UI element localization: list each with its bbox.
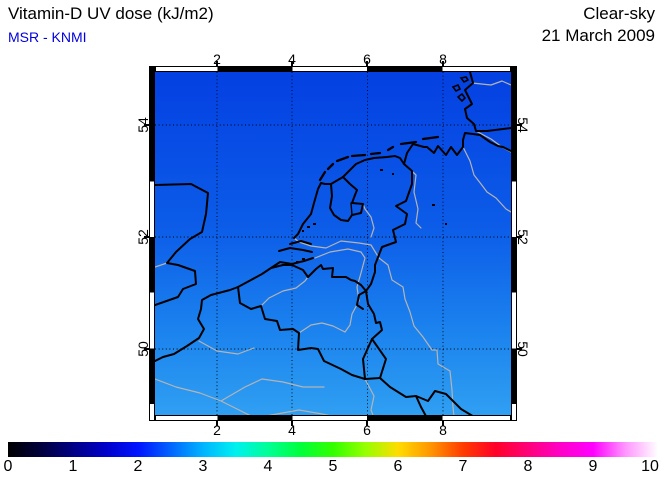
- axis-tick: [517, 236, 522, 238]
- islets-layer: [291, 169, 447, 266]
- lon-label-top: 6: [363, 51, 371, 67]
- colorbar-label: 3: [198, 458, 208, 475]
- colorbar-label: 8: [523, 458, 533, 475]
- axis-tick: [366, 61, 368, 66]
- axis-tick: [216, 421, 218, 426]
- colorbar-label: 2: [133, 458, 143, 475]
- page-title: Vitamin-D UV dose (kJ/m2): [8, 4, 214, 23]
- lon-label-top: 4: [288, 51, 296, 67]
- map-frame-top: [155, 66, 511, 72]
- uv-dose-field: [155, 72, 511, 415]
- colorbar-label: 10: [641, 458, 659, 475]
- colorbar-label: 0: [3, 458, 13, 475]
- islands-layer: [318, 76, 470, 182]
- axis-tick: [517, 124, 522, 126]
- colorbar-gradient: [8, 442, 658, 457]
- lon-label-top: 2: [213, 51, 221, 67]
- lat-label-right: 54: [515, 117, 531, 133]
- axis-tick: [144, 236, 149, 238]
- condition-label: Clear-sky: [583, 4, 655, 23]
- lat-label-right: 50: [515, 341, 531, 357]
- colorbar-label: 7: [458, 458, 468, 475]
- date-label: 21 March 2009: [541, 26, 655, 45]
- colorbar-label: 5: [328, 458, 338, 475]
- colorbar-label: 4: [263, 458, 273, 475]
- lat-label-right: 52: [515, 229, 531, 245]
- lon-label-bottom: 6: [363, 422, 371, 438]
- axis-tick: [291, 421, 293, 426]
- axis-tick: [442, 421, 444, 426]
- coastline-layer: [155, 72, 511, 415]
- map-frame-bottom: [155, 415, 511, 421]
- axis-tick: [144, 124, 149, 126]
- lat-label-left: 52: [135, 229, 151, 245]
- rivers-layer: [155, 80, 511, 415]
- axis-tick: [291, 61, 293, 66]
- axis-tick: [366, 421, 368, 426]
- map-frame-left: [149, 66, 155, 421]
- colorbar-label: 9: [588, 458, 598, 475]
- axis-tick: [517, 348, 522, 350]
- lat-label-left: 50: [135, 341, 151, 357]
- product-label: MSR - KNMI: [8, 29, 87, 45]
- uv-dose-map: [155, 72, 511, 415]
- colorbar-label: 1: [68, 458, 78, 475]
- lon-label-bottom: 4: [288, 422, 296, 438]
- lon-label-top: 8: [439, 51, 447, 67]
- axis-tick: [144, 348, 149, 350]
- axis-tick: [216, 61, 218, 66]
- map-frame-right: [511, 66, 517, 421]
- axis-tick: [442, 61, 444, 66]
- lon-label-bottom: 2: [213, 422, 221, 438]
- lon-label-bottom: 8: [439, 422, 447, 438]
- lat-label-left: 54: [135, 117, 151, 133]
- colorbar-label: 6: [393, 458, 403, 475]
